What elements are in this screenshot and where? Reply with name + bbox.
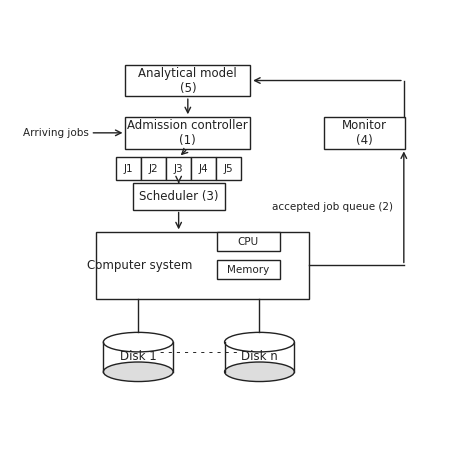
- Text: Admission controller
(1): Admission controller (1): [128, 119, 248, 147]
- Bar: [116, 157, 141, 180]
- Bar: [103, 342, 173, 372]
- Bar: [125, 117, 250, 149]
- Text: accepted job queue (2): accepted job queue (2): [272, 202, 393, 212]
- Text: J3: J3: [174, 164, 183, 173]
- Ellipse shape: [225, 362, 294, 381]
- Bar: [125, 65, 250, 96]
- Bar: [217, 260, 280, 280]
- Bar: [217, 232, 280, 251]
- Ellipse shape: [103, 333, 173, 352]
- Text: Monitor
(4): Monitor (4): [342, 119, 387, 147]
- Bar: [225, 342, 294, 372]
- Text: CPU: CPU: [238, 237, 259, 247]
- Text: - - - - - - - - - -: - - - - - - - - - -: [160, 346, 237, 359]
- Text: J1: J1: [124, 164, 134, 173]
- Text: Arriving jobs: Arriving jobs: [23, 128, 89, 138]
- Text: Memory: Memory: [228, 265, 270, 275]
- Bar: [96, 232, 309, 299]
- Text: J2: J2: [149, 164, 158, 173]
- Ellipse shape: [225, 333, 294, 352]
- Text: J5: J5: [224, 164, 233, 173]
- Text: Disk 1: Disk 1: [120, 351, 156, 363]
- Text: Disk n: Disk n: [241, 351, 278, 363]
- Bar: [141, 157, 166, 180]
- Text: Scheduler (3): Scheduler (3): [139, 190, 219, 203]
- Bar: [216, 157, 241, 180]
- Bar: [191, 157, 216, 180]
- Ellipse shape: [103, 362, 173, 381]
- Text: Computer system: Computer system: [87, 259, 193, 272]
- Bar: [133, 183, 225, 210]
- Text: Analytical model
(5): Analytical model (5): [138, 67, 237, 95]
- Bar: [166, 157, 191, 180]
- Text: J4: J4: [199, 164, 209, 173]
- Bar: [324, 117, 405, 149]
